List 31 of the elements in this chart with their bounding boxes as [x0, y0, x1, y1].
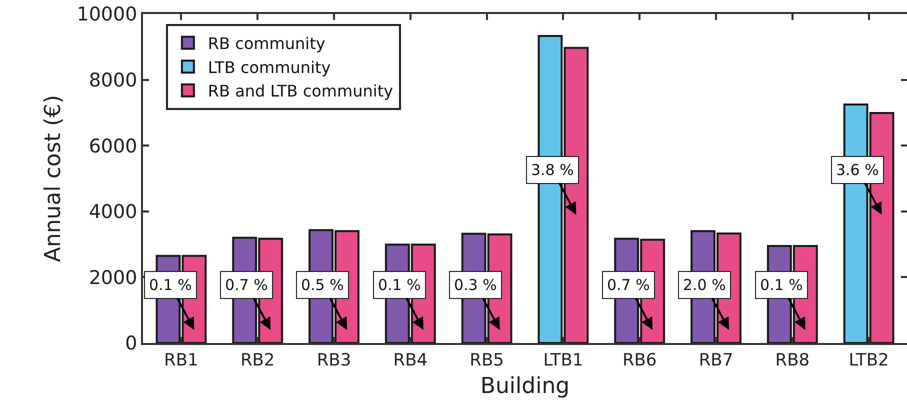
annotation: 2.0 % — [683, 276, 726, 294]
x-tick-label: LTB2 — [848, 350, 889, 370]
y-tick-label: 0 — [125, 332, 138, 355]
annotation: 3.8 % — [531, 161, 574, 179]
annotation: 0.1 % — [149, 276, 192, 294]
x-tick-label: RB5 — [470, 350, 504, 370]
y-tick-label: 8000 — [88, 69, 138, 92]
annotation: 0.5 % — [301, 276, 344, 294]
legend-label: RB and LTB community — [208, 82, 394, 101]
annotation: 0.1 % — [378, 276, 421, 294]
annotation: 0.7 % — [225, 276, 268, 294]
annotation: 0.7 % — [607, 276, 650, 294]
y-tick-label: 2000 — [88, 266, 138, 289]
x-axis-title: Building — [480, 374, 570, 399]
x-tick-label: RB2 — [240, 350, 275, 370]
x-tick-label: RB8 — [775, 350, 810, 370]
x-tick-label: RB7 — [698, 350, 734, 370]
annotation: 0.1 % — [760, 276, 803, 294]
y-tick-label: 6000 — [88, 135, 138, 158]
legend-label: RB community — [208, 34, 326, 54]
y-axis-title: Annual cost (€) — [41, 94, 66, 262]
x-tick-label: RB6 — [622, 350, 657, 370]
x-tick-label: RB3 — [316, 350, 352, 370]
x-tick-label: LTB1 — [543, 350, 584, 370]
annotation: 0.3 % — [454, 276, 497, 294]
y-tick-label: 4000 — [88, 201, 138, 224]
legend-label: LTB community — [208, 58, 331, 77]
x-tick-label: RB1 — [164, 350, 198, 370]
x-tick-label: RB4 — [393, 350, 428, 370]
y-tick-label: 10000 — [76, 4, 138, 26]
annotation: 3.6 % — [836, 161, 879, 179]
